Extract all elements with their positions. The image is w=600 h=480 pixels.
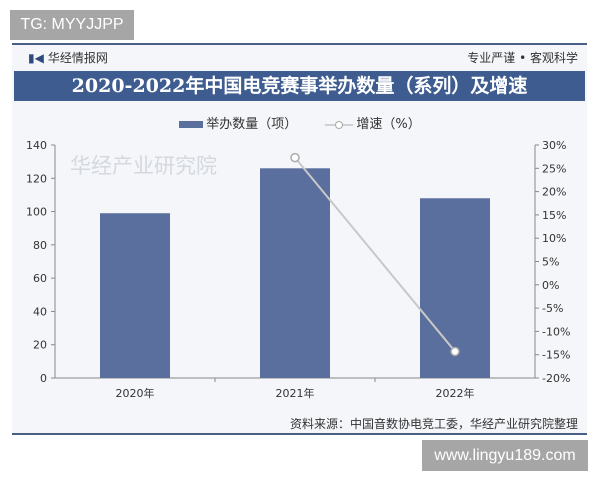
x-tick-label: 2021年 [276,386,315,400]
left-tick-label: 20 [33,339,47,352]
logo-watermark: 华经产业研究院 [70,154,217,178]
legend-bar-swatch [179,121,204,128]
bar [260,168,330,378]
left-tick-label: 120 [26,172,47,185]
right-tick-label: 15% [542,209,566,222]
right-tick-label: 0% [542,279,559,292]
x-tick-label: 2020年 [116,386,155,400]
divider [12,43,587,45]
watermark-top: TG: MYYJJPP [10,10,134,40]
bar [100,213,170,378]
right-tick-label: 10% [542,232,566,245]
right-tick-label: 5% [542,256,559,269]
legend-line-label: 增速（%） [356,117,421,132]
left-tick-label: 40 [33,305,47,318]
growth-point [450,346,460,357]
chart-title: 2020-2022年中国电竞赛事举办数量（系列）及增速 [14,71,585,101]
right-tick-label: -5% [542,302,563,315]
divider [12,433,587,435]
left-tick-label: 80 [33,239,47,252]
legend: 举办数量（项） 增速（%） [0,113,600,132]
legend-line-swatch [325,120,354,129]
source-note: 资料来源：中国音数协电竞工委，华经产业研究院整理 [289,417,578,431]
brand-name: 华经情报网 [47,51,108,65]
left-tick-label: 100 [26,206,47,219]
growth-line [294,156,456,353]
logo-icon: ▮◀ [28,51,44,65]
right-tick-label: 25% [542,162,566,175]
right-tick-label: -20% [542,372,570,385]
right-tick-label: 30% [542,139,566,152]
x-tick-label: 2022年 [436,386,475,400]
watermark-bottom: www.lingyu189.com [422,440,588,471]
brand: ▮◀ 华经情报网 [28,49,108,66]
right-tick-label: -10% [542,325,570,338]
slogan: 专业严谨 • 客观科学 [467,51,578,65]
legend-bar-label: 举办数量（项） [206,117,298,132]
left-tick-label: 140 [26,139,47,152]
left-tick-label: 60 [33,272,47,285]
right-tick-label: 20% [542,186,566,199]
growth-point [290,152,300,163]
right-tick-label: -15% [542,349,570,362]
left-tick-label: 0 [40,372,47,385]
